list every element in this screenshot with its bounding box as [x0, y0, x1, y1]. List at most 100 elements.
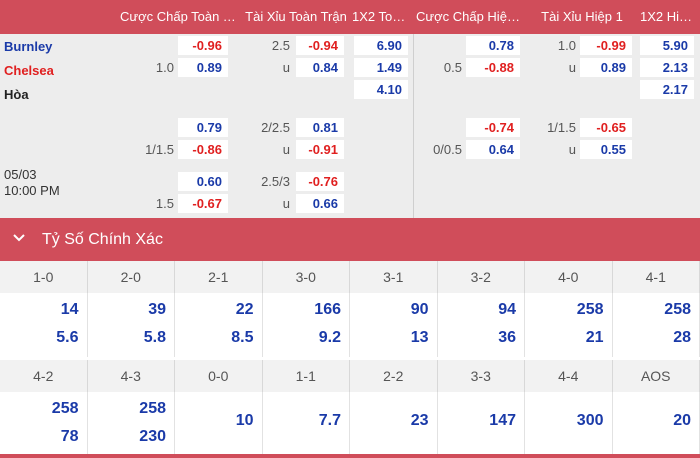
col-over-under-h1[interactable]: Tài Xỉu Hiệp 1	[541, 9, 623, 24]
handicap-line: 1.5	[155, 196, 174, 211]
column-divider	[413, 34, 414, 218]
col-handicap-full[interactable]: Cược Chấp Toàn Trận	[120, 9, 242, 24]
score-cell: 23	[350, 392, 438, 456]
total-line: 1.0	[557, 38, 576, 53]
score-label: 4-0	[525, 261, 613, 293]
under-label: u	[568, 142, 576, 157]
score-odds-away[interactable]: 28	[673, 329, 691, 346]
score-odds-away[interactable]: 230	[139, 428, 166, 445]
score-odds[interactable]: 23	[410, 412, 429, 429]
odds-cell[interactable]: 0.60	[178, 172, 228, 191]
score-odds-home[interactable]: 14	[60, 301, 79, 318]
score-odds-home[interactable]: 258	[51, 400, 79, 417]
odds-cell[interactable]: 5.90	[640, 36, 694, 55]
col-1x2-full[interactable]: 1X2 Toàn Trận	[352, 9, 414, 24]
odds-cell[interactable]: 0.66	[296, 194, 344, 213]
odds-cell[interactable]: 1.49	[354, 58, 408, 77]
score-odds-away[interactable]: 9.2	[318, 329, 341, 346]
score-odds-away[interactable]: 36	[498, 329, 516, 346]
under-label: u	[282, 60, 290, 75]
total-line: 2/2.5	[261, 120, 290, 135]
odds-cell[interactable]: -0.86	[178, 140, 228, 159]
match-date: 05/03	[4, 167, 37, 182]
score-label: 2-0	[88, 261, 175, 293]
odds-cell[interactable]: 0.78	[466, 36, 520, 55]
score-cell: 14 5.6	[0, 293, 88, 357]
odds-cell[interactable]: -0.74	[466, 118, 520, 137]
score-odds-home[interactable]: 22	[235, 301, 254, 318]
score-label: 3-0	[263, 261, 350, 293]
odds-cell[interactable]: 0.81	[296, 118, 344, 137]
odds-cell[interactable]: 2.13	[640, 58, 694, 77]
under-label: u	[282, 142, 290, 157]
score-label: 3-1	[350, 261, 438, 293]
score-odds-home[interactable]: 258	[576, 301, 604, 318]
score-odds[interactable]: 10	[235, 412, 254, 429]
score-odds-home[interactable]: 166	[314, 301, 341, 318]
score-cell: 22 8.5	[175, 293, 263, 357]
score-cell: 258 230	[88, 392, 175, 456]
score-odds[interactable]: 20	[673, 412, 691, 429]
score-odds-away[interactable]: 78	[60, 428, 79, 445]
score-odds-home[interactable]: 90	[410, 301, 429, 318]
odds-cell[interactable]: 0.79	[178, 118, 228, 137]
team-draw: Hòa	[4, 87, 29, 102]
col-1x2-h1[interactable]: 1X2 Hiệp 1	[640, 9, 700, 24]
score-odds-home[interactable]: 94	[498, 301, 516, 318]
score-odds-away[interactable]: 13	[410, 329, 429, 346]
team-away[interactable]: Chelsea	[4, 63, 54, 78]
handicap-line: 1/1.5	[145, 142, 174, 157]
score-odds-home[interactable]: 258	[139, 400, 166, 417]
score-cell: 90 13	[350, 293, 438, 357]
score-cell: 94 36	[438, 293, 525, 357]
odds-cell[interactable]: -0.96	[178, 36, 228, 55]
odds-cell[interactable]: -0.67	[178, 194, 228, 213]
score-odds-home[interactable]: 39	[148, 301, 166, 318]
odds-cell[interactable]: -0.94	[296, 36, 344, 55]
handicap-line: 1.0	[155, 60, 174, 75]
score-odds[interactable]: 147	[489, 412, 516, 429]
odds-cell[interactable]: 0.84	[296, 58, 344, 77]
odds-cell[interactable]: 6.90	[354, 36, 408, 55]
score-odds-away[interactable]: 5.6	[56, 329, 79, 346]
col-handicap-h1[interactable]: Cược Chấp Hiệp 1	[416, 9, 525, 24]
odds-cell[interactable]: 4.10	[354, 80, 408, 99]
under-label: u	[282, 196, 290, 211]
odds-cell[interactable]: -0.65	[580, 118, 632, 137]
score-odds-away[interactable]: 21	[585, 329, 604, 346]
score-odds-away[interactable]: 5.8	[143, 329, 166, 346]
score-cell: 147	[438, 392, 525, 456]
team-home[interactable]: Burnley	[4, 39, 53, 54]
score-odds[interactable]: 300	[576, 412, 604, 429]
score-label: 3-3	[438, 360, 525, 392]
odds-cell[interactable]: 0.55	[580, 140, 632, 159]
score-cell: 258 28	[613, 293, 700, 357]
odds-cell[interactable]: 2.17	[640, 80, 694, 99]
correct-score-section-header[interactable]: Tỷ Số Chính Xác	[0, 218, 700, 261]
col-over-under-full[interactable]: Tài Xỉu Toàn Trận	[245, 9, 347, 24]
odds-cell[interactable]: -0.99	[580, 36, 632, 55]
odds-cell[interactable]: 0.89	[580, 58, 632, 77]
score-header-row: 4-2 4-3 0-0 1-1 2-2 3-3 4-4 AOS	[0, 360, 700, 392]
score-odds-home[interactable]: 258	[664, 301, 691, 318]
score-label: 2-2	[350, 360, 438, 392]
chevron-down-icon[interactable]	[12, 231, 26, 245]
score-odds-away[interactable]: 8.5	[231, 329, 254, 346]
score-header-row: 1-0 2-0 2-1 3-0 3-1 3-2 4-0 4-1	[0, 261, 700, 293]
score-label: 4-2	[0, 360, 88, 392]
score-cell: 258 78	[0, 392, 88, 456]
score-odds[interactable]: 7.7	[318, 412, 341, 429]
score-label: 4-3	[88, 360, 175, 392]
under-label: u	[568, 60, 576, 75]
match-time: 10:00 PM	[4, 183, 60, 198]
score-cell: 258 21	[525, 293, 613, 357]
score-odds-row: 14 5.6 39 5.8 22 8.5 166 9.2 90 13 94 36 258 21 258 28	[0, 293, 700, 357]
odds-cell[interactable]: -0.91	[296, 140, 344, 159]
score-label: AOS	[613, 360, 700, 392]
odds-cell[interactable]: 0.64	[466, 140, 520, 159]
odds-cell[interactable]: 0.89	[178, 58, 228, 77]
total-line: 2.5	[271, 38, 290, 53]
section-title: Tỷ Số Chính Xác	[42, 231, 163, 248]
odds-cell[interactable]: -0.88	[466, 58, 520, 77]
odds-cell[interactable]: -0.76	[296, 172, 344, 191]
